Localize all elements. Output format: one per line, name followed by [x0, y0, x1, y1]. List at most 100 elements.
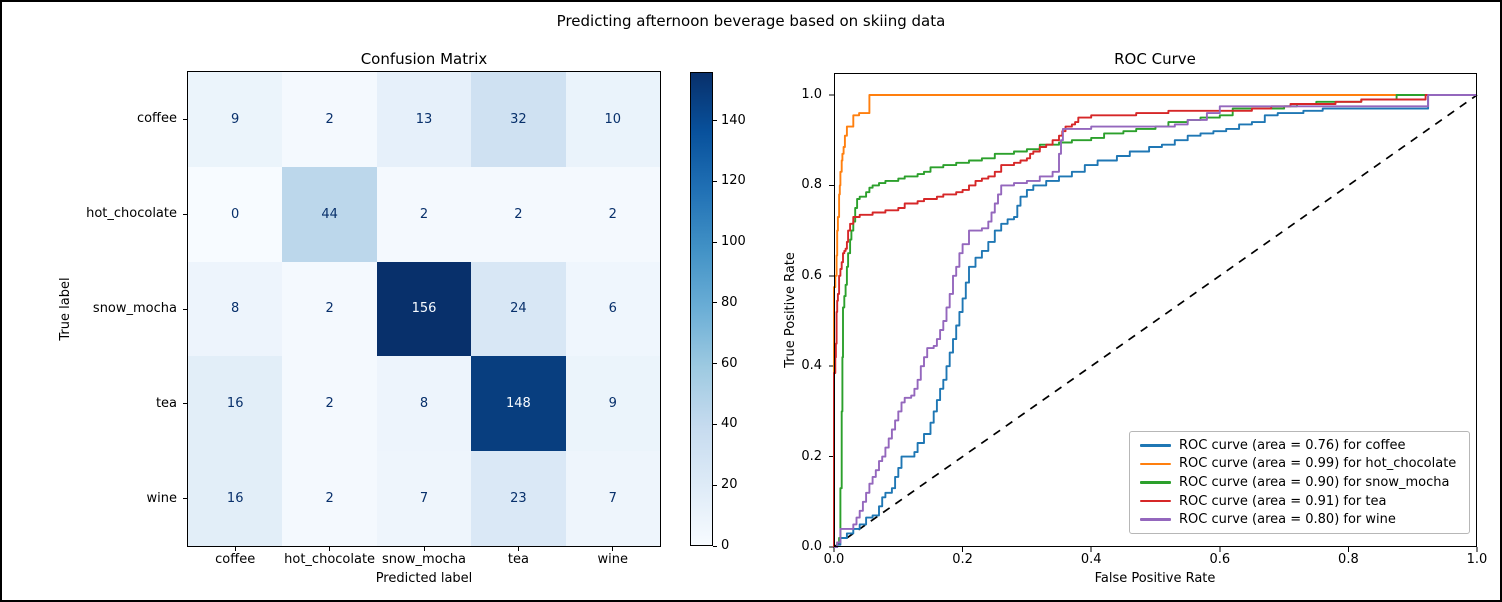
colorbar-tick-label: 20 [721, 477, 738, 493]
cm-cell: 10 [565, 72, 660, 167]
cm-ytick [183, 498, 188, 500]
colorbar [690, 72, 713, 546]
roc-curve-tea [833, 94, 1477, 547]
legend-entry-tea: ROC curve (area = 0.91) for tea [1138, 492, 1461, 511]
cm-ytick-label: wine [146, 490, 177, 506]
colorbar-tick [713, 423, 717, 425]
cm-cell: 16 [188, 451, 283, 546]
cm-ytick [183, 213, 188, 215]
roc-xtick-label: 0.4 [1080, 552, 1102, 567]
roc-curve-coffee [834, 94, 1477, 548]
cm-cell: 7 [565, 451, 660, 546]
colorbar-tick-label: 40 [721, 416, 738, 432]
roc-ytick-label: 0.2 [801, 448, 822, 464]
roc-ytick-label: 1.0 [801, 87, 822, 102]
cm-ytick-label: hot_chocolate [86, 206, 177, 222]
roc-chance-diagonal [833, 94, 1478, 548]
colorbar-tick-label: 100 [721, 234, 746, 250]
colorbar-tick-label: 80 [721, 294, 738, 310]
legend-line-swatch [1140, 518, 1171, 521]
legend-entry-coffee: ROC curve (area = 0.76) for coffee [1138, 436, 1461, 455]
roc-xtick-label: 0.8 [1338, 552, 1359, 567]
legend-entry-snow_mocha: ROC curve (area = 0.90) for snow_mocha [1138, 473, 1461, 492]
roc-ytick-label: 0.0 [801, 539, 822, 554]
cm-cell: 2 [376, 166, 472, 262]
legend-line-swatch [1140, 462, 1171, 466]
cm-cell: 8 [376, 356, 472, 452]
legend-entry-hot_chocolate: ROC curve (area = 0.99) for hot_chocolat… [1138, 455, 1461, 474]
cm-cell: 44 [282, 166, 377, 262]
confusion-matrix-xlabel: Predicted label [375, 571, 473, 586]
cm-cell: 32 [471, 72, 566, 167]
colorbar-tick [713, 545, 717, 547]
cm-cell: 0 [188, 166, 283, 262]
cm-cell: 9 [565, 356, 660, 452]
cm-cell: 2 [282, 261, 377, 357]
colorbar-tick-label: 0 [721, 538, 730, 553]
roc-title: ROC Curve [1114, 50, 1196, 68]
cm-cell: 13 [376, 72, 472, 167]
cm-cell: 2 [282, 72, 377, 167]
cm-xtick-label: tea [507, 552, 529, 567]
roc-curve-hot_chocolate [833, 94, 1477, 547]
cm-xtick [329, 546, 331, 551]
cm-xtick-label: wine [597, 552, 629, 567]
roc-legend: ROC curve (area = 0.76) for coffee ROC cu… [1129, 431, 1470, 534]
roc-axes-frame [834, 73, 1477, 547]
legend-line-swatch [1140, 444, 1171, 447]
cm-cell: 148 [471, 356, 566, 452]
cm-xtick [517, 546, 519, 551]
cm-cell: 24 [471, 261, 566, 357]
cm-cell: 2 [282, 356, 377, 452]
confusion-matrix-heatmap: 9 2 13 32 10 0 44 2 2 2 8 2 156 24 6 16 2 8 148 9 16 2 7 23 7 [187, 71, 661, 547]
colorbar-tick-label: 60 [721, 355, 738, 371]
cm-ytick [183, 308, 188, 310]
cm-cell: 2 [565, 166, 660, 262]
cm-cell: 8 [188, 261, 283, 357]
legend-label: ROC curve (area = 0.80) for wine [1179, 512, 1396, 528]
cm-ytick-label: coffee [136, 111, 177, 127]
cm-cell: 16 [188, 356, 283, 452]
cm-xtick-label: snow_mocha [381, 552, 467, 567]
legend-entry-wine: ROC curve (area = 0.80) for wine [1138, 510, 1461, 529]
roc-ytick-label: 0.6 [801, 267, 822, 283]
roc-xtick-label: 0.6 [1209, 552, 1231, 567]
colorbar-tick [713, 180, 717, 182]
roc-curve-snow_mocha [834, 94, 1477, 548]
cm-xtick [423, 546, 425, 551]
colorbar-tick [713, 241, 717, 243]
roc-plot-area [829, 73, 1478, 552]
roc-xtick-label: 0.2 [952, 552, 973, 567]
cm-ytick [183, 403, 188, 405]
roc-ytick-label: 0.4 [801, 358, 822, 374]
legend-line-swatch [1140, 481, 1171, 484]
colorbar-tick [713, 363, 717, 365]
legend-label: ROC curve (area = 0.90) for snow_mocha [1179, 475, 1450, 490]
legend-line-swatch [1140, 499, 1171, 503]
colorbar-tick-label: 120 [721, 173, 746, 189]
figure-title: Predicting afternoon beverage based on s… [556, 12, 946, 30]
roc-ylabel: True Positive Rate [783, 252, 798, 368]
cm-ytick-label: tea [155, 395, 177, 411]
cm-cell: 2 [282, 451, 377, 546]
cm-cell: 23 [471, 451, 566, 546]
cm-cell: 2 [471, 166, 566, 262]
colorbar-tick-label: 140 [721, 112, 746, 128]
colorbar-tick [713, 120, 717, 122]
cm-xtick-label: coffee [215, 552, 256, 567]
cm-cell: 156 [376, 261, 472, 357]
cm-xtick [612, 546, 614, 551]
roc-xlabel: False Positive Rate [1094, 571, 1216, 586]
cm-cell: 6 [565, 261, 660, 357]
confusion-matrix-ylabel: True label [58, 277, 73, 341]
legend-label: ROC curve (area = 0.91) for tea [1179, 493, 1387, 509]
cm-cell: 9 [188, 72, 283, 167]
cm-cell: 7 [376, 451, 472, 546]
roc-xtick-label: 0.0 [823, 552, 845, 567]
roc-curve-wine [834, 94, 1477, 548]
cm-ytick [183, 118, 188, 120]
cm-xtick [234, 546, 236, 551]
colorbar-tick [713, 302, 717, 304]
colorbar-tick [713, 484, 717, 486]
